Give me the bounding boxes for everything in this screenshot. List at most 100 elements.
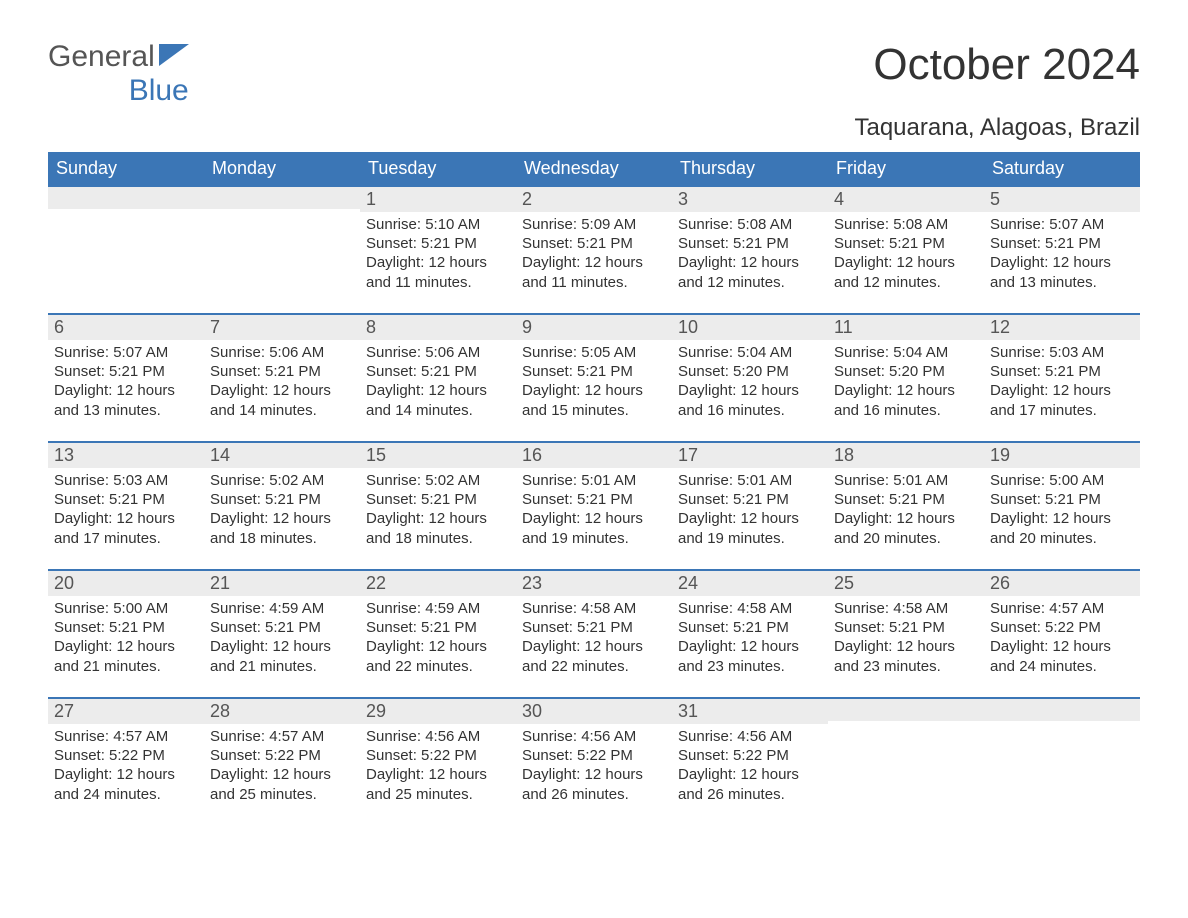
sunrise-text: Sunrise: 5:00 AM: [54, 599, 198, 618]
day-content: Sunrise: 5:00 AMSunset: 5:21 PMDaylight:…: [48, 596, 204, 680]
sunset-text: Sunset: 5:20 PM: [678, 362, 822, 381]
sunrise-text: Sunrise: 4:58 AM: [522, 599, 666, 618]
day-content: Sunrise: 5:07 AMSunset: 5:21 PMDaylight:…: [48, 340, 204, 424]
sunset-text: Sunset: 5:20 PM: [834, 362, 978, 381]
daylight-text: Daylight: 12 hours and 13 minutes.: [990, 253, 1134, 291]
calendar-cell-empty: [984, 697, 1140, 825]
sunrise-text: Sunrise: 5:05 AM: [522, 343, 666, 362]
sunrise-text: Sunrise: 4:57 AM: [210, 727, 354, 746]
location-subtitle: Taquarana, Alagoas, Brazil: [48, 114, 1140, 142]
day-header: Saturday: [984, 152, 1140, 185]
day-content: Sunrise: 5:10 AMSunset: 5:21 PMDaylight:…: [360, 212, 516, 296]
daylight-text: Daylight: 12 hours and 14 minutes.: [210, 381, 354, 419]
day-content: Sunrise: 4:56 AMSunset: 5:22 PMDaylight:…: [672, 724, 828, 808]
day-content: Sunrise: 4:58 AMSunset: 5:21 PMDaylight:…: [828, 596, 984, 680]
logo-text-bottom: Blue: [48, 74, 189, 108]
day-number: 5: [984, 185, 1140, 212]
daylight-text: Daylight: 12 hours and 20 minutes.: [990, 509, 1134, 547]
day-content: Sunrise: 5:06 AMSunset: 5:21 PMDaylight:…: [204, 340, 360, 424]
day-number: 21: [204, 569, 360, 596]
day-number: 31: [672, 697, 828, 724]
sunset-text: Sunset: 5:21 PM: [834, 618, 978, 637]
calendar-cell: 22Sunrise: 4:59 AMSunset: 5:21 PMDayligh…: [360, 569, 516, 697]
day-content: Sunrise: 5:03 AMSunset: 5:21 PMDaylight:…: [48, 468, 204, 552]
calendar-cell: 30Sunrise: 4:56 AMSunset: 5:22 PMDayligh…: [516, 697, 672, 825]
day-header: Friday: [828, 152, 984, 185]
day-content: Sunrise: 4:58 AMSunset: 5:21 PMDaylight:…: [672, 596, 828, 680]
daylight-text: Daylight: 12 hours and 19 minutes.: [678, 509, 822, 547]
daylight-text: Daylight: 12 hours and 21 minutes.: [210, 637, 354, 675]
sunset-text: Sunset: 5:22 PM: [522, 746, 666, 765]
sunrise-text: Sunrise: 5:10 AM: [366, 215, 510, 234]
daylight-text: Daylight: 12 hours and 17 minutes.: [54, 509, 198, 547]
calendar-cell: 26Sunrise: 4:57 AMSunset: 5:22 PMDayligh…: [984, 569, 1140, 697]
calendar-cell: 9Sunrise: 5:05 AMSunset: 5:21 PMDaylight…: [516, 313, 672, 441]
calendar-cell: 2Sunrise: 5:09 AMSunset: 5:21 PMDaylight…: [516, 185, 672, 313]
calendar-grid: SundayMondayTuesdayWednesdayThursdayFrid…: [48, 152, 1140, 825]
day-number-bar: [48, 185, 204, 209]
day-header: Sunday: [48, 152, 204, 185]
day-content: Sunrise: 4:59 AMSunset: 5:21 PMDaylight:…: [360, 596, 516, 680]
calendar-cell: 12Sunrise: 5:03 AMSunset: 5:21 PMDayligh…: [984, 313, 1140, 441]
calendar-cell: 27Sunrise: 4:57 AMSunset: 5:22 PMDayligh…: [48, 697, 204, 825]
sunset-text: Sunset: 5:21 PM: [678, 490, 822, 509]
sunset-text: Sunset: 5:21 PM: [210, 362, 354, 381]
sunrise-text: Sunrise: 5:08 AM: [678, 215, 822, 234]
day-content: Sunrise: 5:01 AMSunset: 5:21 PMDaylight:…: [516, 468, 672, 552]
calendar-cell: 29Sunrise: 4:56 AMSunset: 5:22 PMDayligh…: [360, 697, 516, 825]
daylight-text: Daylight: 12 hours and 17 minutes.: [990, 381, 1134, 419]
day-number: 10: [672, 313, 828, 340]
day-number: 9: [516, 313, 672, 340]
day-header: Thursday: [672, 152, 828, 185]
sunrise-text: Sunrise: 4:56 AM: [678, 727, 822, 746]
calendar-cell: 23Sunrise: 4:58 AMSunset: 5:21 PMDayligh…: [516, 569, 672, 697]
day-number: 19: [984, 441, 1140, 468]
calendar-cell-empty: [204, 185, 360, 313]
calendar-cell: 11Sunrise: 5:04 AMSunset: 5:20 PMDayligh…: [828, 313, 984, 441]
calendar-cell: 28Sunrise: 4:57 AMSunset: 5:22 PMDayligh…: [204, 697, 360, 825]
sunset-text: Sunset: 5:22 PM: [366, 746, 510, 765]
daylight-text: Daylight: 12 hours and 23 minutes.: [678, 637, 822, 675]
day-number: 22: [360, 569, 516, 596]
sunrise-text: Sunrise: 4:57 AM: [990, 599, 1134, 618]
daylight-text: Daylight: 12 hours and 19 minutes.: [522, 509, 666, 547]
day-content: Sunrise: 5:01 AMSunset: 5:21 PMDaylight:…: [672, 468, 828, 552]
day-content: Sunrise: 4:56 AMSunset: 5:22 PMDaylight:…: [516, 724, 672, 808]
daylight-text: Daylight: 12 hours and 13 minutes.: [54, 381, 198, 419]
daylight-text: Daylight: 12 hours and 26 minutes.: [678, 765, 822, 803]
daylight-text: Daylight: 12 hours and 23 minutes.: [834, 637, 978, 675]
calendar-cell: 24Sunrise: 4:58 AMSunset: 5:21 PMDayligh…: [672, 569, 828, 697]
sunrise-text: Sunrise: 5:02 AM: [366, 471, 510, 490]
day-number: 4: [828, 185, 984, 212]
day-number: 18: [828, 441, 984, 468]
day-number: 17: [672, 441, 828, 468]
sunset-text: Sunset: 5:22 PM: [990, 618, 1134, 637]
logo: General Blue: [48, 40, 189, 108]
day-header: Tuesday: [360, 152, 516, 185]
calendar-cell-empty: [828, 697, 984, 825]
sunrise-text: Sunrise: 4:58 AM: [678, 599, 822, 618]
day-header: Monday: [204, 152, 360, 185]
daylight-text: Daylight: 12 hours and 22 minutes.: [366, 637, 510, 675]
sunset-text: Sunset: 5:21 PM: [834, 234, 978, 253]
sunset-text: Sunset: 5:21 PM: [366, 490, 510, 509]
sunset-text: Sunset: 5:21 PM: [990, 490, 1134, 509]
sunset-text: Sunset: 5:21 PM: [54, 490, 198, 509]
sunset-text: Sunset: 5:22 PM: [210, 746, 354, 765]
day-number: 12: [984, 313, 1140, 340]
sunset-text: Sunset: 5:21 PM: [366, 618, 510, 637]
sunrise-text: Sunrise: 5:06 AM: [366, 343, 510, 362]
day-content: Sunrise: 5:08 AMSunset: 5:21 PMDaylight:…: [828, 212, 984, 296]
sunrise-text: Sunrise: 5:04 AM: [834, 343, 978, 362]
day-number-bar: [828, 697, 984, 721]
sunrise-text: Sunrise: 5:07 AM: [990, 215, 1134, 234]
sunrise-text: Sunrise: 4:59 AM: [210, 599, 354, 618]
calendar-cell: 4Sunrise: 5:08 AMSunset: 5:21 PMDaylight…: [828, 185, 984, 313]
sunset-text: Sunset: 5:21 PM: [678, 234, 822, 253]
day-number: 7: [204, 313, 360, 340]
day-content: Sunrise: 5:06 AMSunset: 5:21 PMDaylight:…: [360, 340, 516, 424]
sunset-text: Sunset: 5:21 PM: [678, 618, 822, 637]
calendar-cell: 19Sunrise: 5:00 AMSunset: 5:21 PMDayligh…: [984, 441, 1140, 569]
daylight-text: Daylight: 12 hours and 16 minutes.: [678, 381, 822, 419]
daylight-text: Daylight: 12 hours and 18 minutes.: [366, 509, 510, 547]
